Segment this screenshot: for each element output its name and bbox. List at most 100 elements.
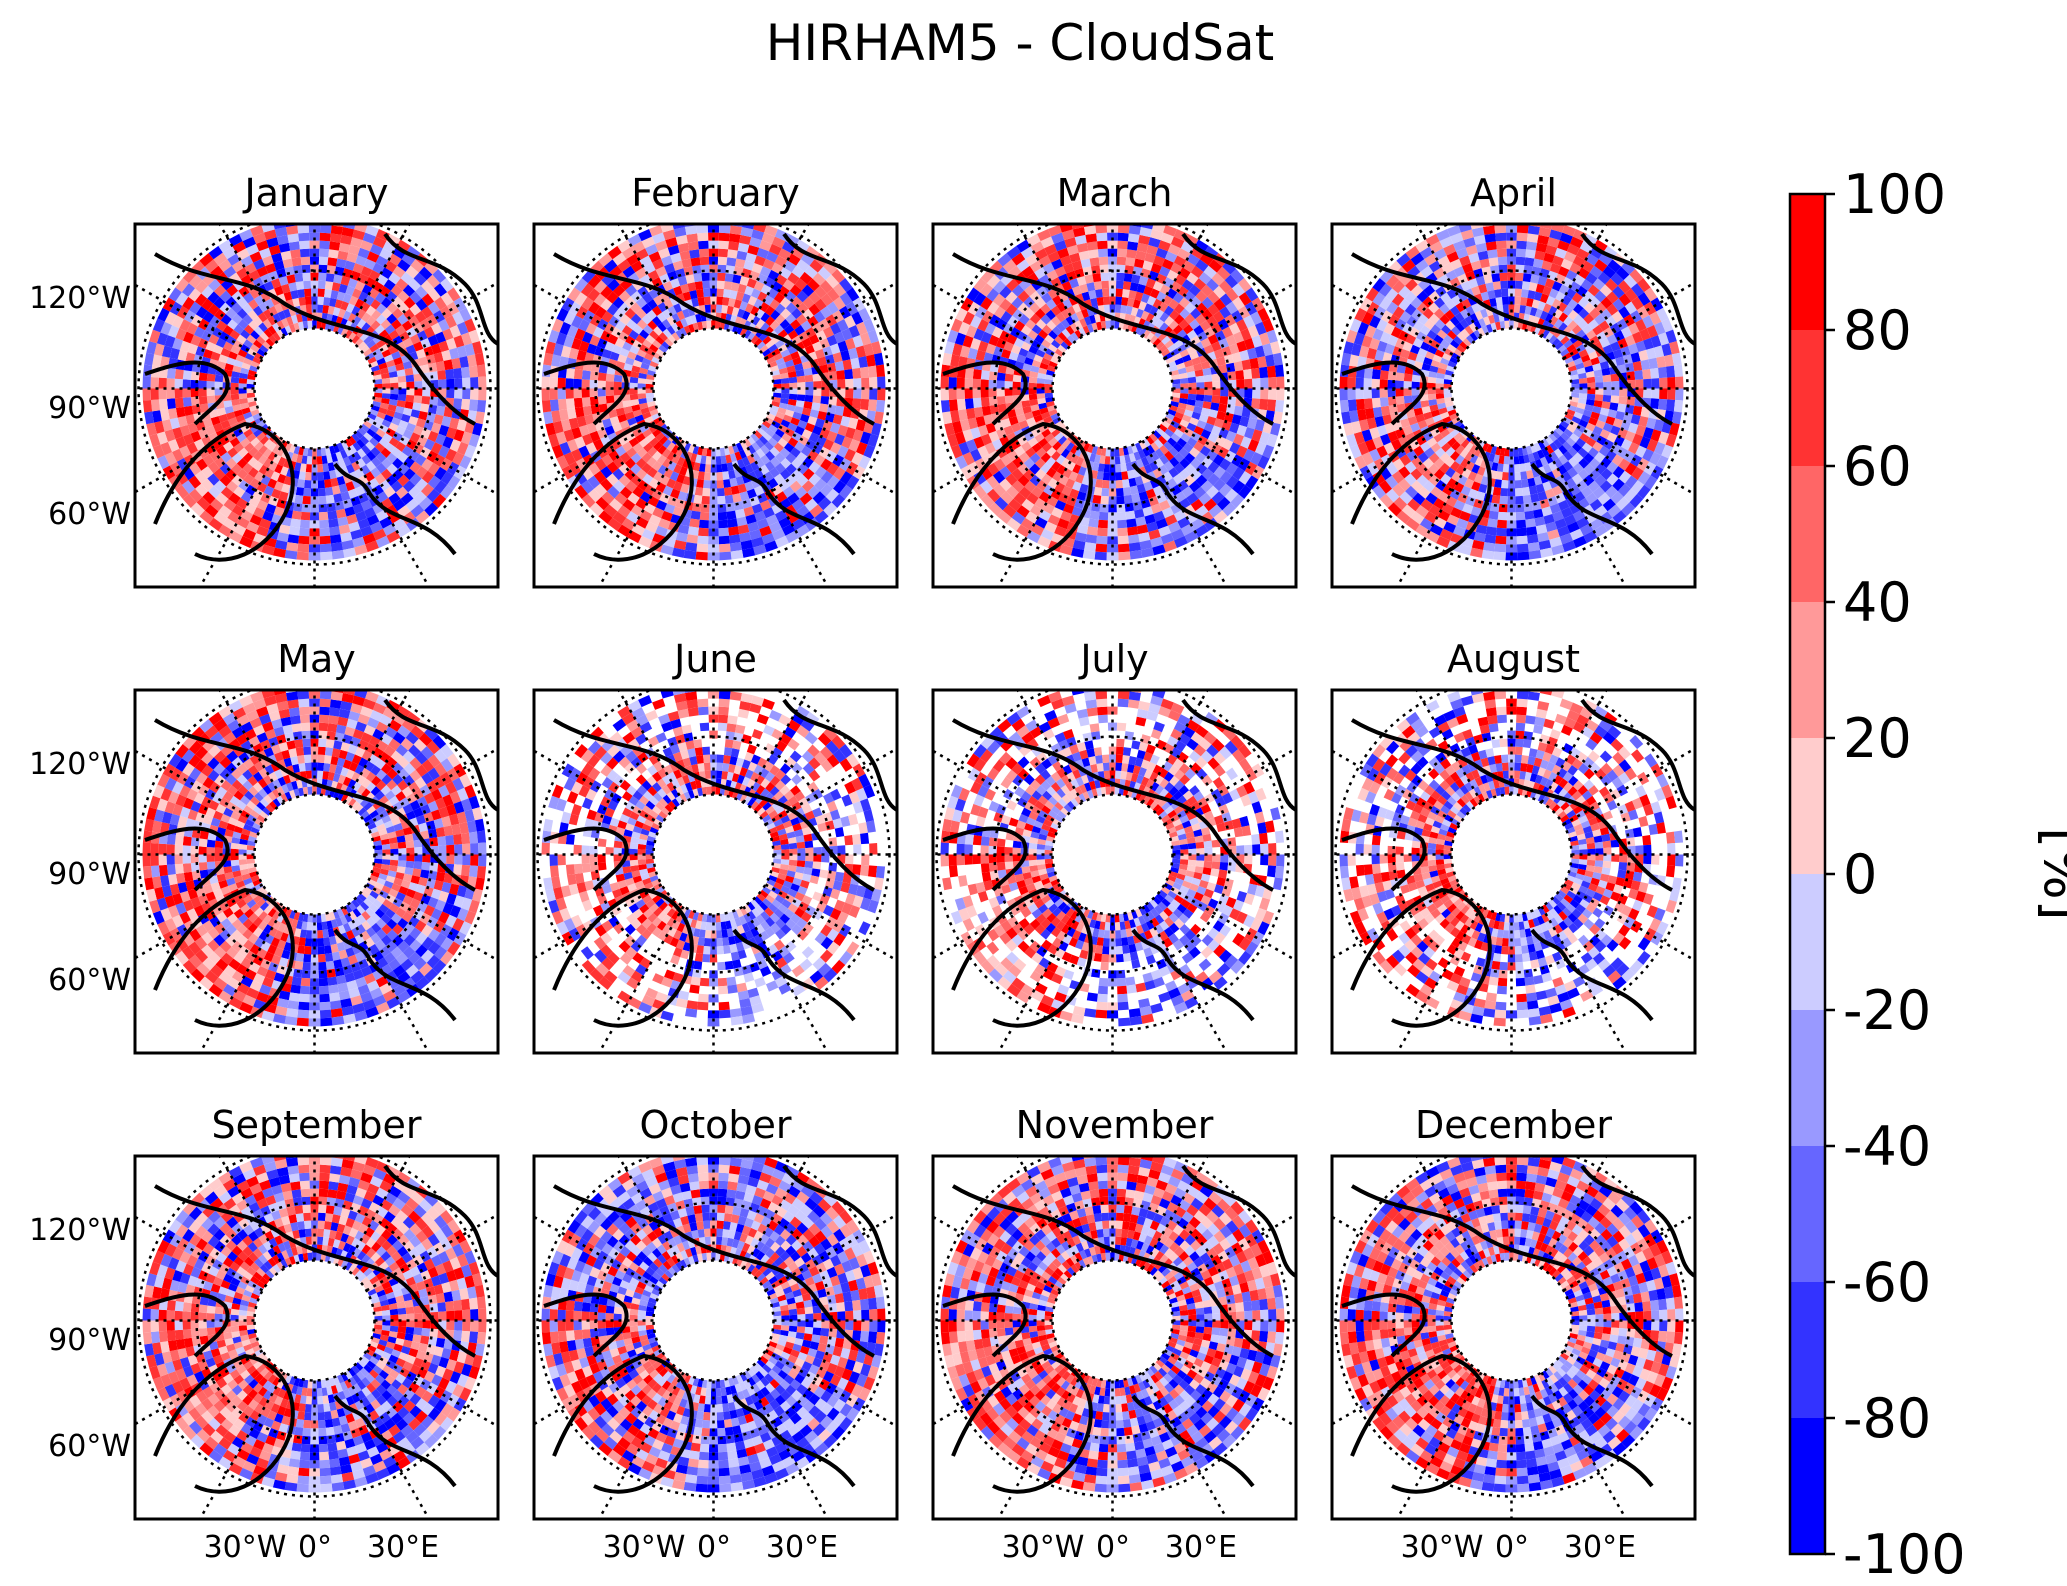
colorbar-tick-label: -60 [1843, 1251, 1931, 1314]
panel-frame [532, 1154, 899, 1521]
y-tick-label: 120°W [29, 281, 131, 316]
colorbar-segment [1790, 466, 1825, 603]
map-panel: January 120°W 90°W 60°W [29, 171, 500, 589]
panel-title: February [631, 171, 799, 215]
map-panel: November 30°W 0° 30°E [931, 1103, 1298, 1565]
panel-frame [1330, 688, 1697, 1055]
coastlines [942, 232, 1296, 562]
panel-title: June [672, 637, 757, 681]
x-tick-label: 30°E [367, 1530, 439, 1565]
bias-cells [1339, 690, 1684, 1027]
panel-frame [1330, 1154, 1697, 1521]
x-tick-label: 30°W [1002, 1530, 1085, 1565]
panel-frame [931, 688, 1298, 1055]
graticule [933, 690, 1296, 1053]
bias-cells [940, 224, 1285, 561]
polar-gap [1052, 794, 1173, 915]
map-panel: September 120°W 90°W 60°W 30°W 0° 30°E [29, 1103, 500, 1565]
panel-title: October [639, 1103, 791, 1147]
bias-cells [940, 690, 1285, 1027]
panel-frame [532, 222, 899, 589]
colorbar-tick-label: 0 [1843, 843, 1877, 906]
x-tick-label: 30°E [766, 1530, 838, 1565]
graticule [534, 224, 897, 587]
colorbar-tick-label: -20 [1843, 979, 1931, 1042]
polar-gap [254, 328, 375, 449]
x-tick-label: 30°E [1564, 1530, 1636, 1565]
polar-gap [1451, 1260, 1572, 1381]
x-tick-label: 30°W [1401, 1530, 1484, 1565]
y-tick-label: 90°W [48, 391, 131, 426]
graticule [1332, 224, 1695, 587]
polar-gap [254, 1260, 375, 1381]
panel-title: January [242, 171, 388, 215]
y-tick-label: 90°W [48, 857, 131, 892]
map-panel: October 30°W 0° 30°E [532, 1103, 899, 1565]
coastlines [144, 232, 498, 562]
map-panel: May 120°W 90°W 60°W [29, 637, 500, 1055]
bias-cells [541, 224, 886, 561]
coastlines [1341, 1164, 1695, 1494]
polar-gap [1451, 794, 1572, 915]
x-tick-label: 0° [298, 1530, 332, 1565]
y-tick-label: 120°W [29, 747, 131, 782]
colorbar-segment [1790, 874, 1825, 1011]
map-panel: April [1330, 171, 1697, 589]
panel-frame [931, 222, 1298, 589]
panel-title: December [1415, 1103, 1612, 1147]
polar-gap [1052, 328, 1173, 449]
panel-grid: January 120°W 90°W 60°W February March April Ma… [29, 171, 1697, 1565]
colorbar-tick-label: 80 [1843, 299, 1912, 362]
coastlines [144, 1164, 498, 1494]
graticule [933, 224, 1296, 587]
panel-frame [931, 1154, 1298, 1521]
panel-title: March [1057, 171, 1173, 215]
map-panel: July [931, 637, 1298, 1055]
map-panel: August [1330, 637, 1697, 1055]
map-panel: June [532, 637, 899, 1055]
coastlines [543, 1164, 897, 1494]
coastlines [942, 1164, 1296, 1494]
polar-gap [254, 794, 375, 915]
y-tick-label: 60°W [48, 963, 131, 998]
x-tick-label: 0° [697, 1530, 731, 1565]
figure-title: HIRHAM5 - CloudSat [766, 14, 1274, 72]
polar-gap [1052, 1260, 1173, 1381]
panel-title: May [277, 637, 356, 681]
bias-cells [1339, 1156, 1684, 1493]
y-tick-label: 120°W [29, 1213, 131, 1248]
panel-title: July [1078, 637, 1148, 681]
coastlines [144, 698, 498, 1028]
colorbar-segment [1790, 1146, 1825, 1283]
coastlines [1341, 698, 1695, 1028]
coastlines [942, 698, 1296, 1028]
x-tick-label: 30°E [1165, 1530, 1237, 1565]
polar-gap [653, 1260, 774, 1381]
panel-frame [133, 1154, 500, 1521]
colorbar-tick-label: 60 [1843, 435, 1912, 498]
coastlines [1341, 232, 1695, 562]
y-tick-label: 60°W [48, 497, 131, 532]
colorbar-tick-label: -40 [1843, 1115, 1931, 1178]
y-tick-label: 90°W [48, 1323, 131, 1358]
coastlines [543, 232, 897, 562]
x-tick-label: 0° [1096, 1530, 1130, 1565]
colorbar-tick-label: 40 [1843, 571, 1912, 634]
panel-title: September [211, 1103, 421, 1147]
bias-cells [142, 224, 487, 561]
panel-frame [1330, 222, 1697, 589]
map-panel: December 30°W 0° 30°E [1330, 1103, 1697, 1565]
panel-title: August [1447, 637, 1580, 681]
coastlines [543, 698, 897, 1028]
colorbar-label: [%] [2032, 827, 2067, 920]
x-tick-label: 30°W [204, 1530, 287, 1565]
colorbar-segment [1790, 738, 1825, 875]
polar-gap [653, 794, 774, 915]
colorbar-segment [1790, 330, 1825, 467]
colorbar-tick-label: 20 [1843, 707, 1912, 770]
map-panel: February [532, 171, 899, 589]
panel-title: November [1016, 1103, 1214, 1147]
polar-gap [1451, 328, 1572, 449]
colorbar-segment [1790, 1010, 1825, 1147]
